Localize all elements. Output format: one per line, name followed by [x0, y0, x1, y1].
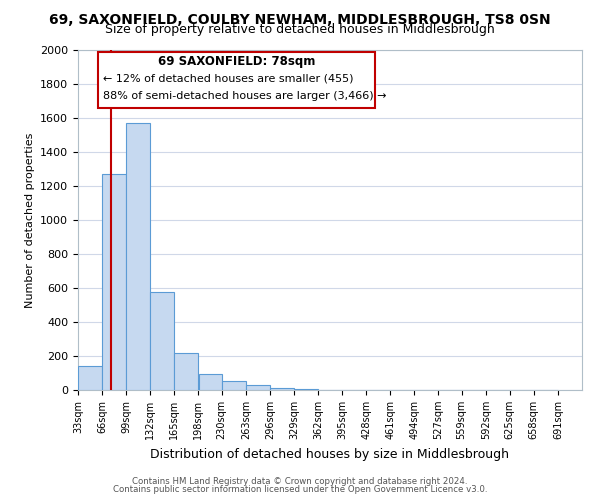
- Bar: [222, 380, 245, 390]
- Bar: [151, 292, 174, 390]
- Bar: [127, 123, 150, 390]
- Y-axis label: Number of detached properties: Number of detached properties: [25, 132, 35, 308]
- Text: 69, SAXONFIELD, COULBY NEWHAM, MIDDLESBROUGH, TS8 0SN: 69, SAXONFIELD, COULBY NEWHAM, MIDDLESBR…: [49, 12, 551, 26]
- Bar: [78, 366, 102, 390]
- X-axis label: Distribution of detached houses by size in Middlesbrough: Distribution of detached houses by size …: [151, 448, 509, 460]
- Text: 88% of semi-detached houses are larger (3,466) →: 88% of semi-detached houses are larger (…: [103, 91, 387, 101]
- Text: Contains HM Land Registry data © Crown copyright and database right 2024.: Contains HM Land Registry data © Crown c…: [132, 477, 468, 486]
- Text: Contains public sector information licensed under the Open Government Licence v3: Contains public sector information licen…: [113, 484, 487, 494]
- Bar: [270, 388, 294, 390]
- Bar: [175, 354, 198, 390]
- Bar: [246, 385, 269, 390]
- Text: Size of property relative to detached houses in Middlesbrough: Size of property relative to detached ho…: [105, 24, 495, 36]
- FancyBboxPatch shape: [98, 52, 376, 108]
- Bar: [294, 389, 318, 390]
- Text: 69 SAXONFIELD: 78sqm: 69 SAXONFIELD: 78sqm: [158, 55, 316, 68]
- Text: ← 12% of detached houses are smaller (455): ← 12% of detached houses are smaller (45…: [103, 74, 354, 84]
- Bar: [199, 374, 222, 390]
- Bar: [102, 174, 126, 390]
